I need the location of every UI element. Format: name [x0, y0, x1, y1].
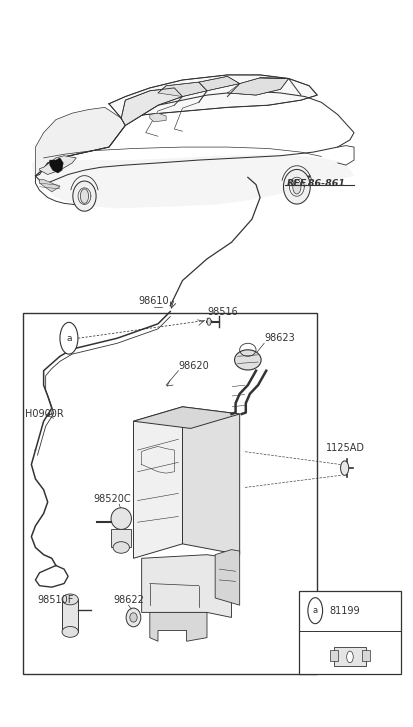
- Text: 98622: 98622: [114, 595, 145, 605]
- Text: 98610: 98610: [138, 296, 169, 306]
- Text: 1125AD: 1125AD: [325, 443, 364, 453]
- Polygon shape: [40, 180, 60, 192]
- Polygon shape: [40, 156, 76, 174]
- FancyBboxPatch shape: [23, 313, 316, 674]
- Ellipse shape: [111, 507, 131, 529]
- Polygon shape: [121, 88, 182, 126]
- Circle shape: [80, 189, 88, 204]
- Text: 98510F: 98510F: [38, 595, 74, 605]
- Polygon shape: [36, 108, 125, 176]
- Text: a: a: [312, 606, 317, 615]
- Text: a: a: [66, 334, 71, 342]
- Polygon shape: [333, 647, 366, 666]
- Text: 98620: 98620: [178, 361, 209, 371]
- Polygon shape: [150, 113, 166, 122]
- Circle shape: [292, 180, 300, 194]
- Polygon shape: [158, 82, 206, 97]
- Text: 98520C: 98520C: [93, 494, 131, 505]
- Ellipse shape: [113, 542, 129, 553]
- Circle shape: [346, 651, 352, 663]
- Polygon shape: [215, 550, 239, 605]
- Polygon shape: [283, 169, 309, 204]
- Polygon shape: [31, 154, 353, 209]
- Polygon shape: [150, 612, 206, 641]
- Polygon shape: [62, 600, 78, 632]
- Circle shape: [60, 322, 78, 354]
- Ellipse shape: [62, 594, 78, 605]
- Text: REF.86-861: REF.86-861: [286, 179, 345, 188]
- Polygon shape: [50, 158, 63, 173]
- Polygon shape: [109, 75, 316, 119]
- Polygon shape: [111, 529, 131, 547]
- Circle shape: [307, 598, 322, 624]
- Ellipse shape: [62, 627, 78, 638]
- Ellipse shape: [234, 350, 261, 370]
- Polygon shape: [361, 650, 369, 662]
- Polygon shape: [133, 407, 182, 558]
- FancyBboxPatch shape: [298, 591, 400, 674]
- Polygon shape: [73, 181, 96, 212]
- Polygon shape: [330, 650, 337, 662]
- Text: 98623: 98623: [263, 333, 294, 343]
- Polygon shape: [198, 76, 239, 91]
- Text: 98516: 98516: [206, 307, 237, 316]
- Polygon shape: [227, 78, 288, 95]
- Ellipse shape: [130, 613, 137, 622]
- Text: 81199: 81199: [329, 606, 359, 616]
- Ellipse shape: [126, 608, 140, 627]
- Polygon shape: [141, 555, 231, 617]
- Polygon shape: [182, 407, 239, 555]
- Circle shape: [340, 461, 348, 475]
- Polygon shape: [133, 407, 239, 428]
- Circle shape: [206, 318, 211, 325]
- Text: H0900R: H0900R: [25, 409, 64, 419]
